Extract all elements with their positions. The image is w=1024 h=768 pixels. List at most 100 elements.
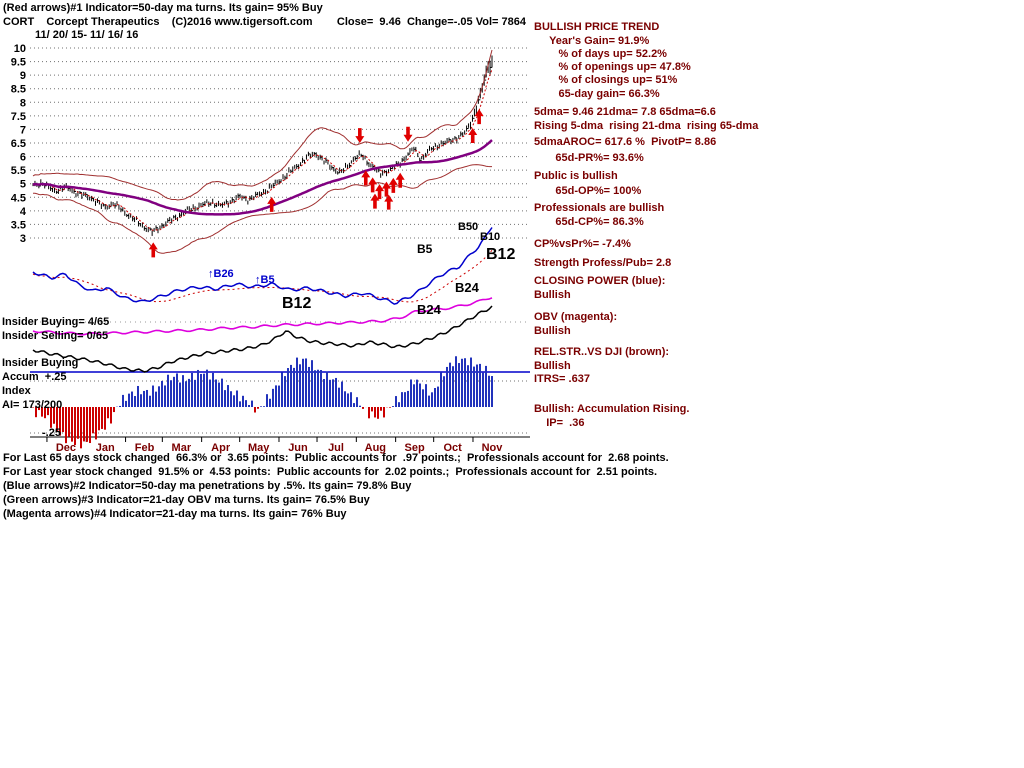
price-tick-label: 4 xyxy=(20,206,27,218)
indicator2-legend: (Blue arrows)#2 Indicator=50-day ma pene… xyxy=(3,480,412,492)
analysis-line: 65d-CP%= 86.3% xyxy=(534,216,644,228)
chart-annotation: B5 xyxy=(417,242,433,256)
price-tick-label: 9.5 xyxy=(11,57,26,69)
analysis-line: % of days up= 52.2% xyxy=(534,48,667,60)
price-tick-label: 6 xyxy=(20,152,26,164)
analysis-line: 65-day gain= 66.3% xyxy=(534,88,660,100)
analysis-line: BULLISH PRICE TREND xyxy=(534,21,660,33)
analysis-line: Public is bullish xyxy=(534,170,618,182)
price-tick-label: 4.5 xyxy=(11,192,26,204)
buy-arrow xyxy=(148,242,158,258)
lower-band-line xyxy=(33,164,492,254)
buy-arrow xyxy=(388,177,398,193)
accum-label-insider: Insider Buying xyxy=(2,357,79,369)
sell-arrow xyxy=(355,128,365,144)
month-label: Sep xyxy=(405,442,425,454)
buy-arrow xyxy=(384,194,394,210)
month-label: Aug xyxy=(365,442,386,454)
analysis-line: 65d-PR%= 93.6% xyxy=(534,152,644,164)
price-tick-label: 5 xyxy=(20,179,26,191)
analysis-line: Bullish xyxy=(534,289,571,301)
ma65-line xyxy=(32,139,493,216)
footer-line-65day: For Last 65 days stock changed 66.3% or … xyxy=(3,452,669,464)
buy-arrow xyxy=(375,184,385,200)
chart-annotation: B12 xyxy=(486,246,515,263)
buy-arrow xyxy=(474,109,484,125)
date-range: 11/ 20/ 15- 11/ 16/ 16 xyxy=(35,29,139,41)
chart-annotation: B50 xyxy=(458,221,478,233)
analysis-line: Bullish: Accumulation Rising. xyxy=(534,403,690,415)
buy-arrow xyxy=(267,196,277,212)
relative-strength-line xyxy=(32,305,493,373)
buy-arrow xyxy=(395,172,405,188)
accum-label-minus25: -.25 xyxy=(42,427,61,439)
analysis-line: ITRS= .637 xyxy=(534,373,590,385)
price-tick-label: 7.5 xyxy=(11,111,26,123)
insider-buying-label: Insider Buying= 4/65 xyxy=(2,316,110,328)
analysis-line: % of closings up= 51% xyxy=(534,74,678,86)
month-label: Apr xyxy=(211,442,231,454)
analysis-line: CLOSING POWER (blue): xyxy=(534,275,666,287)
footer-line-year: For Last year stock changed 91.5% or 4.5… xyxy=(3,466,658,478)
buy-arrow xyxy=(468,127,478,143)
analysis-line: OBV (magenta): xyxy=(534,311,618,323)
analysis-line: % of openings up= 47.8% xyxy=(534,61,691,73)
analysis-line: IP= .36 xyxy=(534,417,585,429)
analysis-line: 65d-OP%= 100% xyxy=(534,185,642,197)
month-label: Jun xyxy=(288,442,308,454)
chart-annotation: B24 xyxy=(455,280,480,295)
price-tick-label: 3.5 xyxy=(11,219,26,231)
accum-label-index: Index xyxy=(2,385,31,397)
price-tick-label: 10 xyxy=(14,43,26,55)
buy-arrow xyxy=(361,170,371,186)
insider-selling-label: Insider Selling= 0/65 xyxy=(2,330,109,342)
month-label: Jul xyxy=(328,442,344,454)
upper-band-line xyxy=(32,49,493,201)
month-label: Jan xyxy=(96,442,115,454)
accum-label-ai: AI= 173/200 xyxy=(2,399,63,411)
month-label: Feb xyxy=(135,442,155,454)
indicator3-legend: (Green arrows)#3 Indicator=21-day OBV ma… xyxy=(3,494,370,506)
month-label: Oct xyxy=(444,442,463,454)
analysis-line: Bullish xyxy=(534,325,571,337)
price-tick-label: 3 xyxy=(20,233,26,245)
analysis-line: Year's Gain= 91.9% xyxy=(534,35,650,47)
analysis-line: Bullish xyxy=(534,360,571,372)
analysis-line: Rising 5-dma rising 21-dma rising 65-dma xyxy=(534,120,759,132)
chart-annotation: B10 xyxy=(480,231,500,243)
month-label: May xyxy=(248,442,270,454)
sell-arrow xyxy=(403,126,413,142)
analysis-line: Professionals are bullish xyxy=(534,202,665,214)
analysis-line: 5dma= 9.46 21dma= 7.8 65dma=6.6 xyxy=(534,106,716,118)
closing-power-ma-line xyxy=(32,249,493,303)
indicator1-legend: (Red arrows)#1 Indicator=50-day ma turns… xyxy=(3,2,323,14)
price-tick-label: 8.5 xyxy=(11,84,26,96)
price-tick-label: 9 xyxy=(20,70,26,82)
chart-annotation: ↑B5 xyxy=(255,274,275,286)
chart-annotation: ↑B26 xyxy=(208,268,234,280)
accum-label-plus25: Accum +.25 xyxy=(2,371,67,383)
ticker-header: CORT Corcept Therapeutics (C)2016 www.ti… xyxy=(3,16,526,28)
price-tick-label: 8 xyxy=(20,97,26,109)
month-label: Nov xyxy=(482,442,504,454)
analysis-line: REL.STR..VS DJI (brown): xyxy=(534,346,670,358)
buy-arrow xyxy=(368,177,378,193)
month-label: Dec xyxy=(56,442,76,454)
obv-line xyxy=(32,297,493,336)
price-tick-label: 5.5 xyxy=(11,165,26,177)
ma5-line xyxy=(32,69,493,231)
buy-arrow xyxy=(370,193,380,209)
indicator4-legend: (Magenta arrows)#4 Indicator=21-day ma t… xyxy=(3,508,347,520)
buy-arrow xyxy=(381,181,391,197)
analysis-line: CP%vsPr%= -7.4% xyxy=(534,238,631,250)
analysis-line: Strength Profess/Pub= 2.8 xyxy=(534,257,672,269)
price-tick-label: 7 xyxy=(20,124,26,136)
chart-annotation: B24 xyxy=(417,302,442,317)
month-label: Mar xyxy=(172,442,192,454)
price-tick-label: 6.5 xyxy=(11,138,26,150)
chart-annotation: B12 xyxy=(282,295,311,312)
analysis-line: 5dmaAROC= 617.6 % PivotP= 8.86 xyxy=(534,136,717,148)
closing-power-line xyxy=(32,227,493,305)
